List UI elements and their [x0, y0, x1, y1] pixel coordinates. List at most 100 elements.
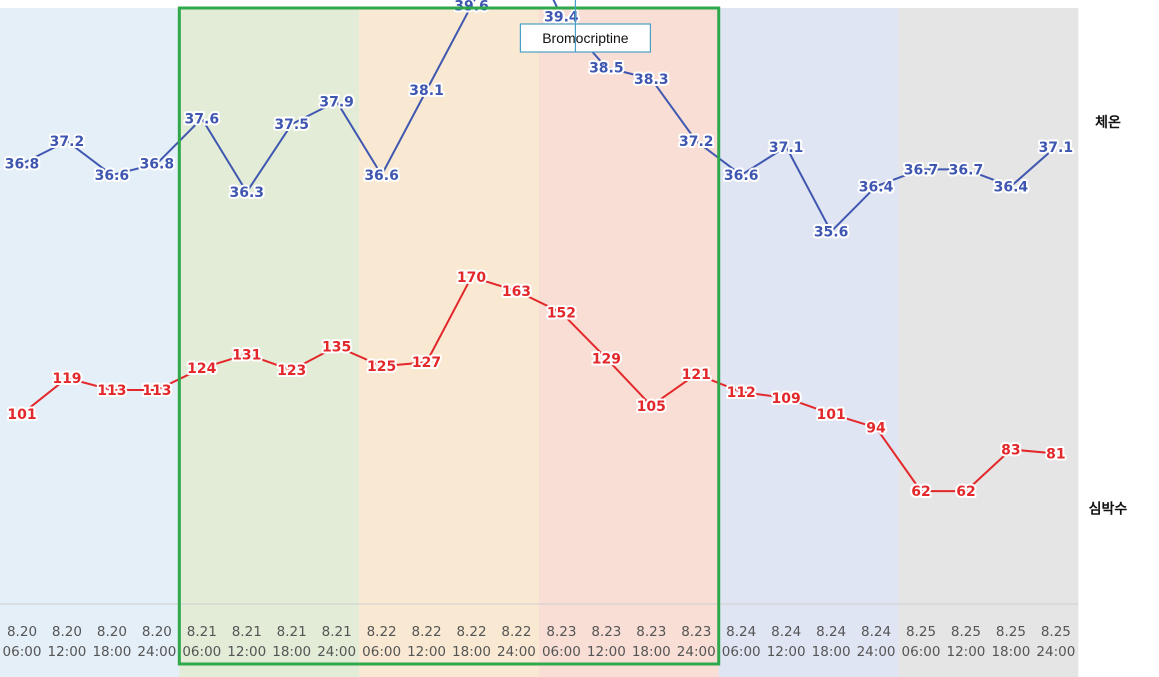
tick-date: 8.24	[861, 624, 891, 640]
tick-time: 06:00	[182, 644, 221, 660]
tick-date: 8.22	[367, 624, 397, 640]
band-8-25	[898, 8, 1079, 677]
tick-time: 06:00	[362, 644, 401, 660]
data-label: 123	[277, 363, 306, 379]
data-label: 37.2	[50, 134, 85, 150]
band-8-21	[179, 8, 360, 677]
tick-time: 24:00	[857, 644, 896, 660]
data-label: 36.6	[364, 168, 399, 184]
data-label: 124	[187, 361, 216, 377]
data-label: 37.1	[1039, 140, 1074, 156]
data-label: 101	[816, 407, 845, 423]
tick-time: 24:00	[137, 644, 176, 660]
tick-date: 8.22	[501, 624, 531, 640]
data-label: 109	[772, 391, 801, 407]
data-label: 94	[866, 421, 886, 437]
tick-date: 8.25	[1041, 624, 1071, 640]
data-label: 163	[502, 284, 531, 300]
tick-date: 8.23	[546, 624, 576, 640]
data-label: 152	[547, 306, 576, 322]
series-lines	[21, 0, 1057, 493]
tick-time: 18:00	[92, 644, 131, 660]
tick-date: 8.24	[771, 624, 801, 640]
tick-time: 18:00	[452, 644, 491, 660]
data-label: 112	[727, 385, 756, 401]
data-label: 135	[322, 339, 351, 355]
data-label: 62	[911, 484, 930, 500]
tick-time: 18:00	[272, 644, 311, 660]
data-label: 36.4	[859, 179, 894, 195]
series-line-0	[21, 0, 1057, 233]
day-background-bands	[0, 8, 1079, 677]
annotation-text: Bromocriptine	[542, 30, 629, 46]
tick-date: 8.22	[412, 624, 442, 640]
data-label: 105	[637, 399, 666, 415]
data-label: 37.1	[769, 140, 804, 156]
tick-date: 8.24	[726, 624, 756, 640]
tick-date: 8.20	[52, 624, 82, 640]
tick-date: 8.25	[951, 624, 981, 640]
annotation-box	[519, 23, 652, 53]
tick-time: 24:00	[677, 644, 716, 660]
data-label: 39.4	[544, 10, 579, 26]
data-label: 127	[412, 355, 441, 371]
highlight-box	[177, 6, 721, 666]
data-label: 125	[367, 359, 396, 375]
data-label: 36.3	[229, 185, 264, 201]
data-label: 38.1	[409, 83, 444, 99]
tick-date: 8.23	[636, 624, 666, 640]
tick-time: 12:00	[767, 644, 806, 660]
tick-time: 24:00	[497, 644, 536, 660]
band-8-24	[718, 8, 899, 677]
data-label: 121	[682, 367, 711, 383]
data-label: 119	[52, 371, 81, 387]
data-label: 129	[592, 351, 621, 367]
tick-date: 8.22	[456, 624, 486, 640]
tick-date: 8.24	[816, 624, 846, 640]
tick-date: 8.20	[97, 624, 127, 640]
data-label: 36.8	[140, 157, 175, 173]
legend-temperature: 체온	[1095, 115, 1121, 131]
tick-date: 8.20	[142, 624, 172, 640]
tick-time: 18:00	[812, 644, 851, 660]
bromocriptine-annotation: Bromocriptine	[519, 0, 652, 53]
tick-date: 8.25	[996, 624, 1026, 640]
data-label: 131	[232, 347, 261, 363]
tick-time: 18:00	[632, 644, 671, 660]
tick-time: 12:00	[946, 644, 985, 660]
data-label: 36.4	[994, 179, 1029, 195]
tick-date: 8.20	[7, 624, 37, 640]
tick-time: 06:00	[902, 644, 941, 660]
data-label: 36.7	[904, 162, 939, 178]
data-label: 83	[1001, 442, 1020, 458]
data-label: 37.5	[274, 117, 309, 133]
data-label: 81	[1046, 446, 1065, 462]
tick-time: 12:00	[407, 644, 446, 660]
data-label: 35.6	[814, 225, 849, 241]
series-line-1	[21, 275, 1056, 493]
tick-time: 12:00	[227, 644, 266, 660]
tick-time: 06:00	[722, 644, 761, 660]
data-label: 37.2	[679, 134, 714, 150]
tick-time: 12:00	[587, 644, 626, 660]
data-label: 62	[956, 484, 975, 500]
tick-time: 24:00	[1036, 644, 1075, 660]
tick-date: 8.25	[906, 624, 936, 640]
band-8-23	[538, 8, 719, 677]
band-8-22	[359, 8, 539, 677]
tick-date: 8.21	[187, 624, 217, 640]
tick-date: 8.21	[322, 624, 352, 640]
legend-heart-rate: 심박수	[1089, 500, 1128, 517]
tick-time: 18:00	[991, 644, 1030, 660]
data-label: 37.9	[319, 95, 354, 111]
tick-date: 8.21	[232, 624, 262, 640]
data-label: 113	[97, 383, 126, 399]
data-label: 36.6	[95, 168, 130, 184]
data-label: 113	[142, 383, 171, 399]
data-label: 37.6	[185, 111, 220, 127]
x-axis-tick-labels: 8.20 06:00 8.20 12:00 8.20 18:00 8.20 24:00 8.21…	[3, 624, 1076, 660]
tick-time: 06:00	[542, 644, 581, 660]
data-label: 36.6	[724, 168, 759, 184]
